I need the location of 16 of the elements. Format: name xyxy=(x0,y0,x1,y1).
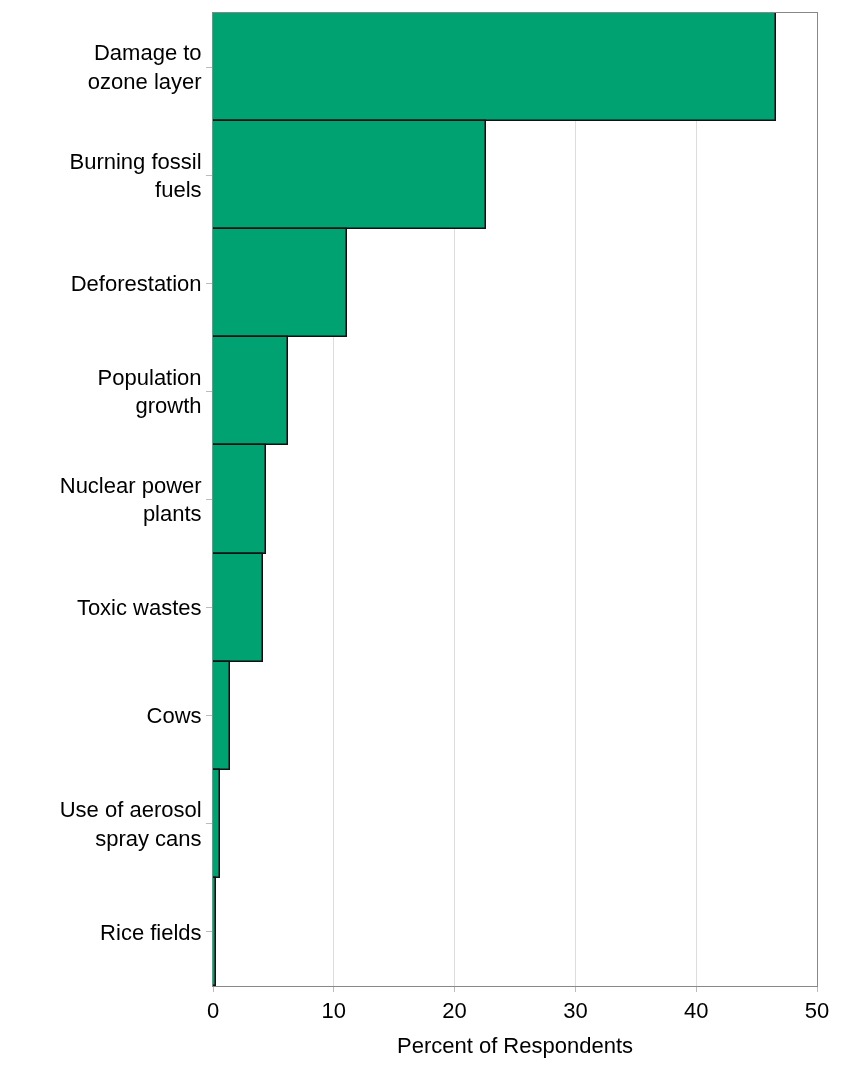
x-tick-label: 40 xyxy=(683,998,709,1024)
y-tick-label: Nuclear power plants xyxy=(59,472,202,527)
x-axis-title: Percent of Respondents xyxy=(396,1033,634,1059)
y-tick-label: Damage to ozone layer xyxy=(87,40,202,95)
x-tick-label: 30 xyxy=(563,998,588,1024)
y-tick-label: Use of aerosol spray cans xyxy=(59,797,202,851)
y-tick-label: Burning fossil fuels xyxy=(69,148,202,203)
y-tick-label: Toxic wastes xyxy=(76,595,202,621)
y-tick-label: Population growth xyxy=(97,364,202,419)
x-tick-label: 10 xyxy=(321,998,347,1024)
y-tick-label: Cows xyxy=(146,703,202,729)
y-tick-label: Deforestation xyxy=(70,270,202,296)
x-tick-label: 50 xyxy=(804,998,830,1024)
x-tick-label: 20 xyxy=(442,998,467,1024)
y-tick-label: Rice fields xyxy=(100,919,202,945)
x-tick-label: 0 xyxy=(206,998,220,1024)
